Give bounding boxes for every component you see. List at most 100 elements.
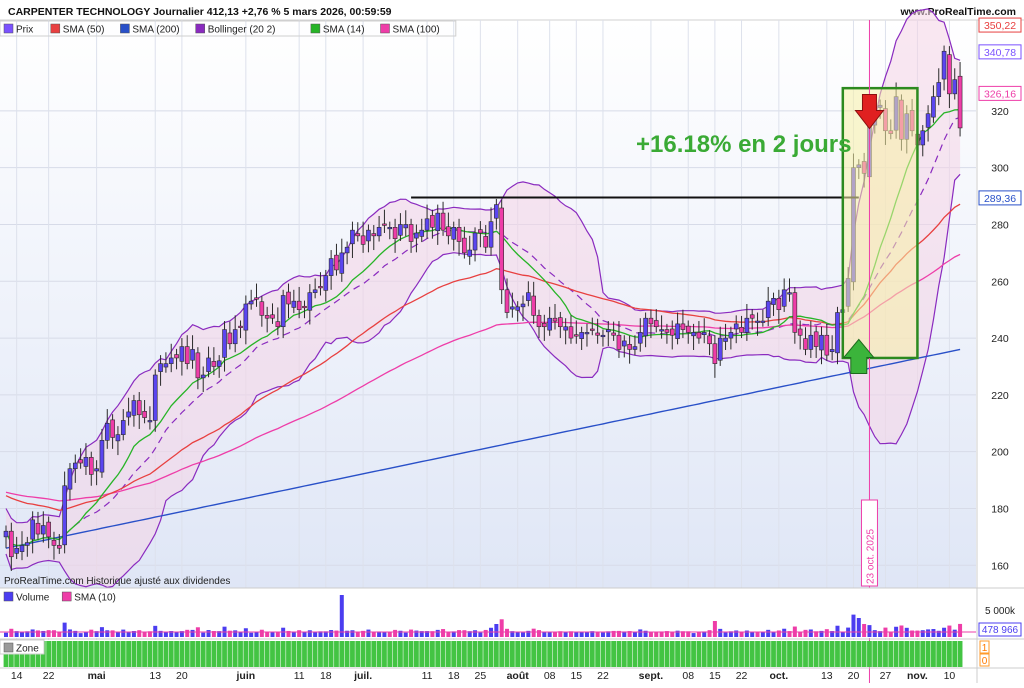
event-date-label: 23 oct. 2025 bbox=[865, 529, 876, 584]
zone-bar bbox=[275, 641, 281, 667]
candle bbox=[376, 215, 382, 242]
price-tag-label: 340,78 bbox=[984, 47, 1016, 59]
candle-body bbox=[499, 207, 504, 291]
zone-bar bbox=[797, 641, 803, 667]
volume-bar bbox=[803, 629, 808, 637]
candle bbox=[771, 292, 776, 316]
zone-bar bbox=[584, 641, 590, 667]
price-tick-label: 180 bbox=[991, 503, 1009, 515]
candle bbox=[723, 323, 728, 351]
legend-item: SMA (100) bbox=[380, 23, 440, 36]
candle-body bbox=[728, 332, 734, 339]
candle bbox=[568, 315, 574, 344]
volume-bar bbox=[744, 630, 749, 637]
price-tag-box bbox=[978, 85, 1022, 101]
volume-bar bbox=[691, 633, 696, 637]
volume-bar bbox=[734, 630, 739, 637]
candle bbox=[243, 295, 249, 345]
time-tick-label: 20 bbox=[848, 670, 860, 682]
candle-body bbox=[312, 289, 318, 293]
candle bbox=[792, 286, 798, 344]
zone-bar bbox=[387, 641, 393, 667]
zone-bar bbox=[787, 641, 792, 667]
zone-bar bbox=[174, 641, 179, 667]
volume-bar bbox=[835, 625, 840, 637]
candle-body bbox=[952, 79, 958, 95]
volume-bar bbox=[302, 632, 307, 637]
zone-bar bbox=[227, 641, 233, 667]
zone-bar bbox=[211, 641, 217, 667]
zone-bar bbox=[254, 641, 259, 667]
volume-bar bbox=[62, 622, 67, 637]
volume-bar bbox=[425, 631, 430, 637]
zone-bar bbox=[920, 641, 926, 667]
zone-bar bbox=[909, 641, 915, 667]
volume-bar bbox=[334, 630, 339, 637]
zone-bar bbox=[915, 641, 920, 667]
candle-body bbox=[296, 300, 302, 310]
zone-bar bbox=[392, 641, 398, 667]
candle bbox=[701, 318, 707, 344]
candle bbox=[350, 221, 355, 258]
candle-body bbox=[744, 317, 750, 333]
volume-bar bbox=[686, 631, 691, 637]
time-tick-label: 14 bbox=[11, 670, 23, 682]
volume-bar bbox=[57, 632, 62, 637]
volume-bar bbox=[387, 631, 392, 637]
performance-annotation: +16.18% en 2 jours bbox=[636, 131, 851, 158]
legend-item: Prix bbox=[3, 23, 33, 36]
volume-bar bbox=[163, 632, 168, 637]
legend-swatch bbox=[380, 23, 390, 34]
candle bbox=[238, 320, 243, 339]
volume-bar bbox=[824, 629, 829, 637]
candle bbox=[190, 335, 195, 369]
time-axis: 14 22 mai 13 20 juin 11 18 juil. 11 18 25 août 08 15 22… bbox=[0, 667, 1024, 682]
zone-bar bbox=[120, 641, 126, 667]
candle bbox=[920, 125, 926, 157]
volume-bar bbox=[307, 630, 312, 637]
zone-bar bbox=[781, 641, 787, 667]
candle-body bbox=[131, 400, 137, 416]
candle bbox=[659, 315, 664, 339]
candle bbox=[824, 323, 830, 361]
zone-bar bbox=[509, 641, 515, 667]
legend-label: SMA (100) bbox=[393, 25, 440, 36]
zone-bar bbox=[696, 641, 702, 667]
volume-bar bbox=[888, 632, 893, 637]
volume-bar bbox=[537, 630, 541, 637]
time-tick-label: mai bbox=[88, 670, 106, 682]
candle-body bbox=[627, 344, 632, 350]
volume-bar bbox=[712, 621, 717, 637]
candle-body bbox=[760, 320, 766, 323]
event-date-label-group: 23 oct. 2025 bbox=[860, 499, 878, 587]
candle-body bbox=[478, 229, 483, 234]
candle-body bbox=[824, 334, 830, 356]
price-tick-label: 200 bbox=[991, 447, 1009, 459]
zone-bar bbox=[824, 641, 830, 667]
zone-bar bbox=[616, 641, 622, 667]
zone-bar bbox=[851, 641, 856, 667]
candle-body bbox=[408, 224, 414, 242]
candle bbox=[419, 218, 425, 243]
candle-body bbox=[158, 363, 163, 372]
candle-body bbox=[558, 317, 563, 328]
zone-bar bbox=[664, 641, 670, 667]
candle bbox=[163, 352, 169, 373]
zone-bar bbox=[83, 641, 89, 667]
candle-body bbox=[605, 329, 611, 333]
zone-bar bbox=[813, 641, 819, 667]
candle-body bbox=[542, 323, 547, 328]
legend-item: SMA (50) bbox=[50, 23, 104, 36]
candle-body bbox=[94, 468, 99, 472]
candle bbox=[520, 295, 526, 322]
volume-bar bbox=[787, 631, 792, 637]
volume-bar bbox=[867, 625, 872, 637]
candle bbox=[344, 241, 350, 265]
zone-bar bbox=[579, 641, 585, 667]
volume-bar bbox=[707, 630, 712, 637]
zone-bar bbox=[867, 641, 872, 667]
zone-legend-swatch bbox=[3, 642, 14, 653]
candle bbox=[584, 323, 590, 347]
